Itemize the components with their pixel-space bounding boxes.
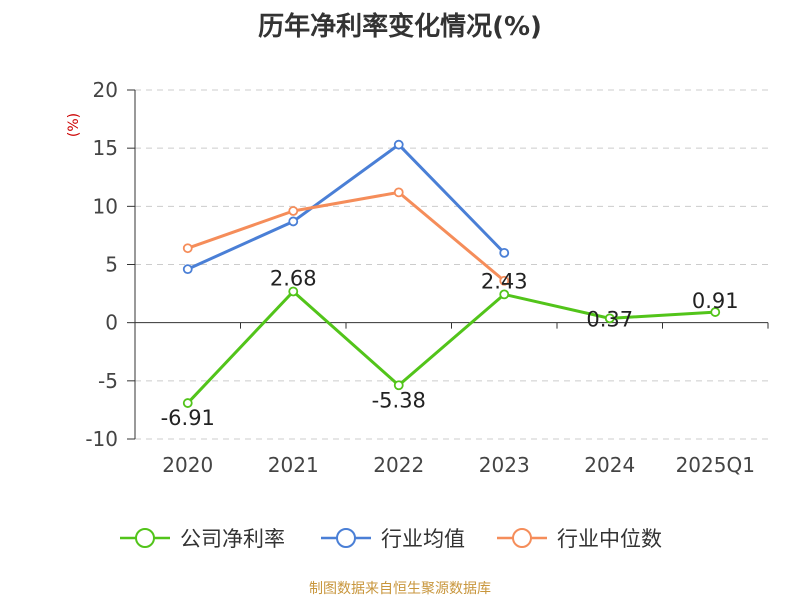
chart-title: 历年净利率变化情况(%) [258,12,542,42]
y-tick-label: -10 [85,427,118,451]
y-tick-label: 0 [105,311,118,335]
legend-marker [135,528,155,548]
y-tick-label: 15 [93,136,118,160]
data-point [288,206,299,216]
legend-label: 公司净利率 [180,527,285,551]
data-point [182,398,193,408]
series-points [182,139,721,408]
data-point [710,307,721,317]
x-tick-label: 2025Q1 [676,453,755,477]
x-tick-label: 2024 [584,453,635,477]
data-point [499,247,510,258]
x-tick-label: 2023 [479,453,530,477]
series-line [187,190,506,282]
data-label: -5.38 [372,388,426,412]
y-tick-label: 5 [105,253,118,277]
data-point [393,380,404,391]
data-label: -6.91 [161,406,215,430]
legend: 公司净利率 行业均值 行业中位数 [120,527,662,551]
data-point [499,275,510,286]
series-line [186,289,716,405]
data-point [499,289,510,300]
legend-marker [512,528,532,548]
y-axis-label: (%) [66,113,82,137]
tick-labels: 20 15 10 5 0 -5 -10 2020 2021 2022 2023 2024 2025Q1 (… [66,78,755,477]
x-tick-label: 2022 [373,453,424,477]
series-lines [186,143,716,405]
data-point [288,286,299,297]
source-footer: 制图数据来自恒生聚源数据库 [309,581,491,597]
legend-marker [336,528,356,548]
data-labels: -6.91 2.68 -5.38 2.43 0.37 0.91 [161,266,739,430]
x-tick-label: 2021 [268,453,319,477]
data-label: 0.37 [586,307,633,331]
data-point [182,243,193,254]
data-point [393,187,404,198]
series-line [187,143,506,271]
axes [127,89,769,440]
grid-lines [135,89,768,440]
data-point [288,216,299,227]
data-point [604,313,615,324]
data-label: 0.91 [692,289,739,313]
x-tick-label: 2020 [162,453,213,477]
data-label: 2.68 [270,266,317,290]
data-point [182,264,193,275]
y-tick-label: 10 [93,194,118,218]
y-tick-label: 20 [93,78,118,102]
data-point [393,139,404,150]
y-tick-label: -5 [98,369,118,393]
legend-label: 行业均值 [381,527,465,551]
legend-label: 行业中位数 [557,527,662,551]
data-label: 2.43 [481,269,528,293]
